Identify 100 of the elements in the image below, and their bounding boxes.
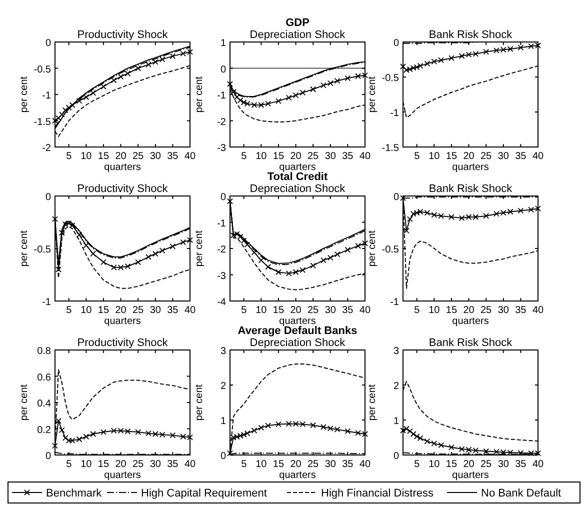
y-tick-label: 2	[220, 381, 226, 392]
y-tick-label: -3	[217, 143, 226, 154]
y-tick-label: -1	[390, 108, 400, 119]
x-tick-label: 10	[80, 151, 92, 162]
y-axis-title: per cent	[367, 230, 378, 267]
y-tick-label: -0.5	[382, 244, 400, 256]
y-tick-label: -0.5	[34, 244, 52, 256]
x-tick-label: 40	[359, 151, 371, 162]
y-axis-title: per cent	[19, 384, 30, 421]
x-tick-label: 20	[290, 151, 302, 162]
y-tick-label: 0.8	[37, 346, 52, 357]
x-tick-label: 5	[241, 305, 248, 316]
x-tick-label: 35	[167, 305, 179, 316]
x-tick-label: 25	[132, 459, 144, 470]
x-axis-title: quarters	[279, 162, 316, 173]
x-tick-label: 40	[184, 151, 196, 162]
x-tick-label: 40	[184, 459, 196, 470]
x-tick-label: 5	[414, 305, 420, 316]
x-axis-title: quarters	[104, 162, 141, 173]
y-tick-label: 3	[220, 346, 226, 357]
x-tick-label: 5	[414, 459, 420, 470]
x-tick-label: 40	[532, 459, 544, 470]
chart-title: Total Credit	[267, 171, 328, 183]
chart-title: Average Default Banks	[238, 325, 358, 337]
x-tick-label: 40	[359, 305, 371, 316]
chart-title: Productivity Shock	[77, 29, 168, 41]
y-tick-label: 0.2	[37, 424, 52, 436]
x-tick-label: 35	[342, 459, 354, 470]
y-axis-title: per cent	[194, 384, 205, 421]
x-tick-label: 35	[167, 459, 179, 470]
y-tick-label: -2	[42, 143, 52, 154]
x-tick-label: 10	[428, 305, 440, 316]
x-axis-title: quarters	[452, 470, 489, 481]
y-tick-label: -1	[42, 297, 52, 308]
x-tick-label: 30	[498, 459, 510, 470]
x-tick-label: 40	[532, 305, 544, 316]
x-tick-label: 25	[308, 151, 320, 162]
x-tick-label: 25	[132, 305, 144, 316]
x-tick-label: 10	[256, 151, 268, 162]
y-tick-label: 3	[393, 346, 400, 357]
y-tick-label: -1	[217, 218, 226, 230]
x-tick-label: 30	[324, 305, 336, 316]
x-tick-label: 20	[115, 151, 127, 162]
x-tick-label: 40	[532, 151, 544, 162]
y-axis-title: per cent	[19, 76, 30, 113]
y-tick-label: -2	[217, 116, 226, 128]
x-tick-label: 15	[272, 305, 284, 316]
x-tick-label: 25	[480, 151, 492, 162]
x-tick-label: 5	[414, 151, 420, 162]
x-tick-label: 20	[115, 459, 127, 470]
chart-subtitle: Depreciation Shock	[250, 29, 346, 41]
x-tick-label: 35	[515, 459, 527, 470]
x-tick-label: 30	[498, 305, 510, 316]
x-tick-label: 20	[463, 459, 475, 470]
x-tick-label: 25	[132, 151, 144, 162]
y-tick-label: 0	[393, 192, 400, 203]
x-tick-label: 15	[98, 459, 110, 470]
chart-title: Bank Risk Shock	[428, 29, 513, 41]
x-tick-label: 30	[324, 151, 336, 162]
x-tick-label: 35	[515, 305, 527, 316]
chart-title: GDP	[286, 17, 310, 29]
y-tick-label: -0.5	[34, 64, 52, 76]
x-axis-title: quarters	[279, 470, 316, 481]
x-tick-label: 10	[256, 459, 268, 470]
x-tick-label: 15	[446, 151, 458, 162]
x-tick-label: 10	[428, 151, 440, 162]
y-axis-title: per cent	[194, 230, 205, 267]
y-tick-label: 0.4	[37, 398, 52, 410]
x-tick-label: 35	[515, 151, 527, 162]
x-tick-label: 30	[324, 459, 336, 470]
y-tick-label: 0.6	[37, 372, 52, 384]
x-tick-label: 15	[272, 151, 284, 162]
y-tick-label: 0	[220, 192, 226, 203]
y-tick-label: 1	[393, 416, 400, 427]
x-axis-title: quarters	[279, 316, 316, 327]
x-tick-label: 30	[150, 151, 162, 162]
x-tick-label: 40	[359, 459, 371, 470]
x-tick-label: 15	[446, 305, 458, 316]
x-tick-label: 40	[184, 305, 196, 316]
x-tick-label: 25	[308, 459, 320, 470]
x-tick-label: 20	[290, 459, 302, 470]
y-tick-label: -2	[217, 244, 226, 256]
x-tick-label: 5	[241, 459, 248, 470]
y-tick-label: 0	[45, 451, 52, 462]
legend-label: Benchmark	[46, 488, 102, 500]
y-tick-label: -4	[217, 297, 226, 308]
x-axis-title: quarters	[104, 316, 141, 327]
x-tick-label: 10	[428, 459, 440, 470]
x-tick-label: 20	[463, 151, 475, 162]
x-axis-title: quarters	[452, 316, 489, 327]
y-tick-label: -1.5	[34, 116, 52, 128]
y-tick-label: 1	[220, 416, 226, 427]
chart-subtitle: Depreciation Shock	[250, 183, 346, 195]
x-tick-label: 30	[150, 305, 162, 316]
x-tick-label: 5	[66, 151, 72, 162]
y-tick-label: 0	[220, 64, 226, 76]
y-axis-title: per cent	[367, 384, 378, 421]
y-tick-label: -0.5	[382, 73, 400, 84]
x-tick-label: 15	[98, 305, 110, 316]
x-tick-label: 30	[150, 459, 162, 470]
